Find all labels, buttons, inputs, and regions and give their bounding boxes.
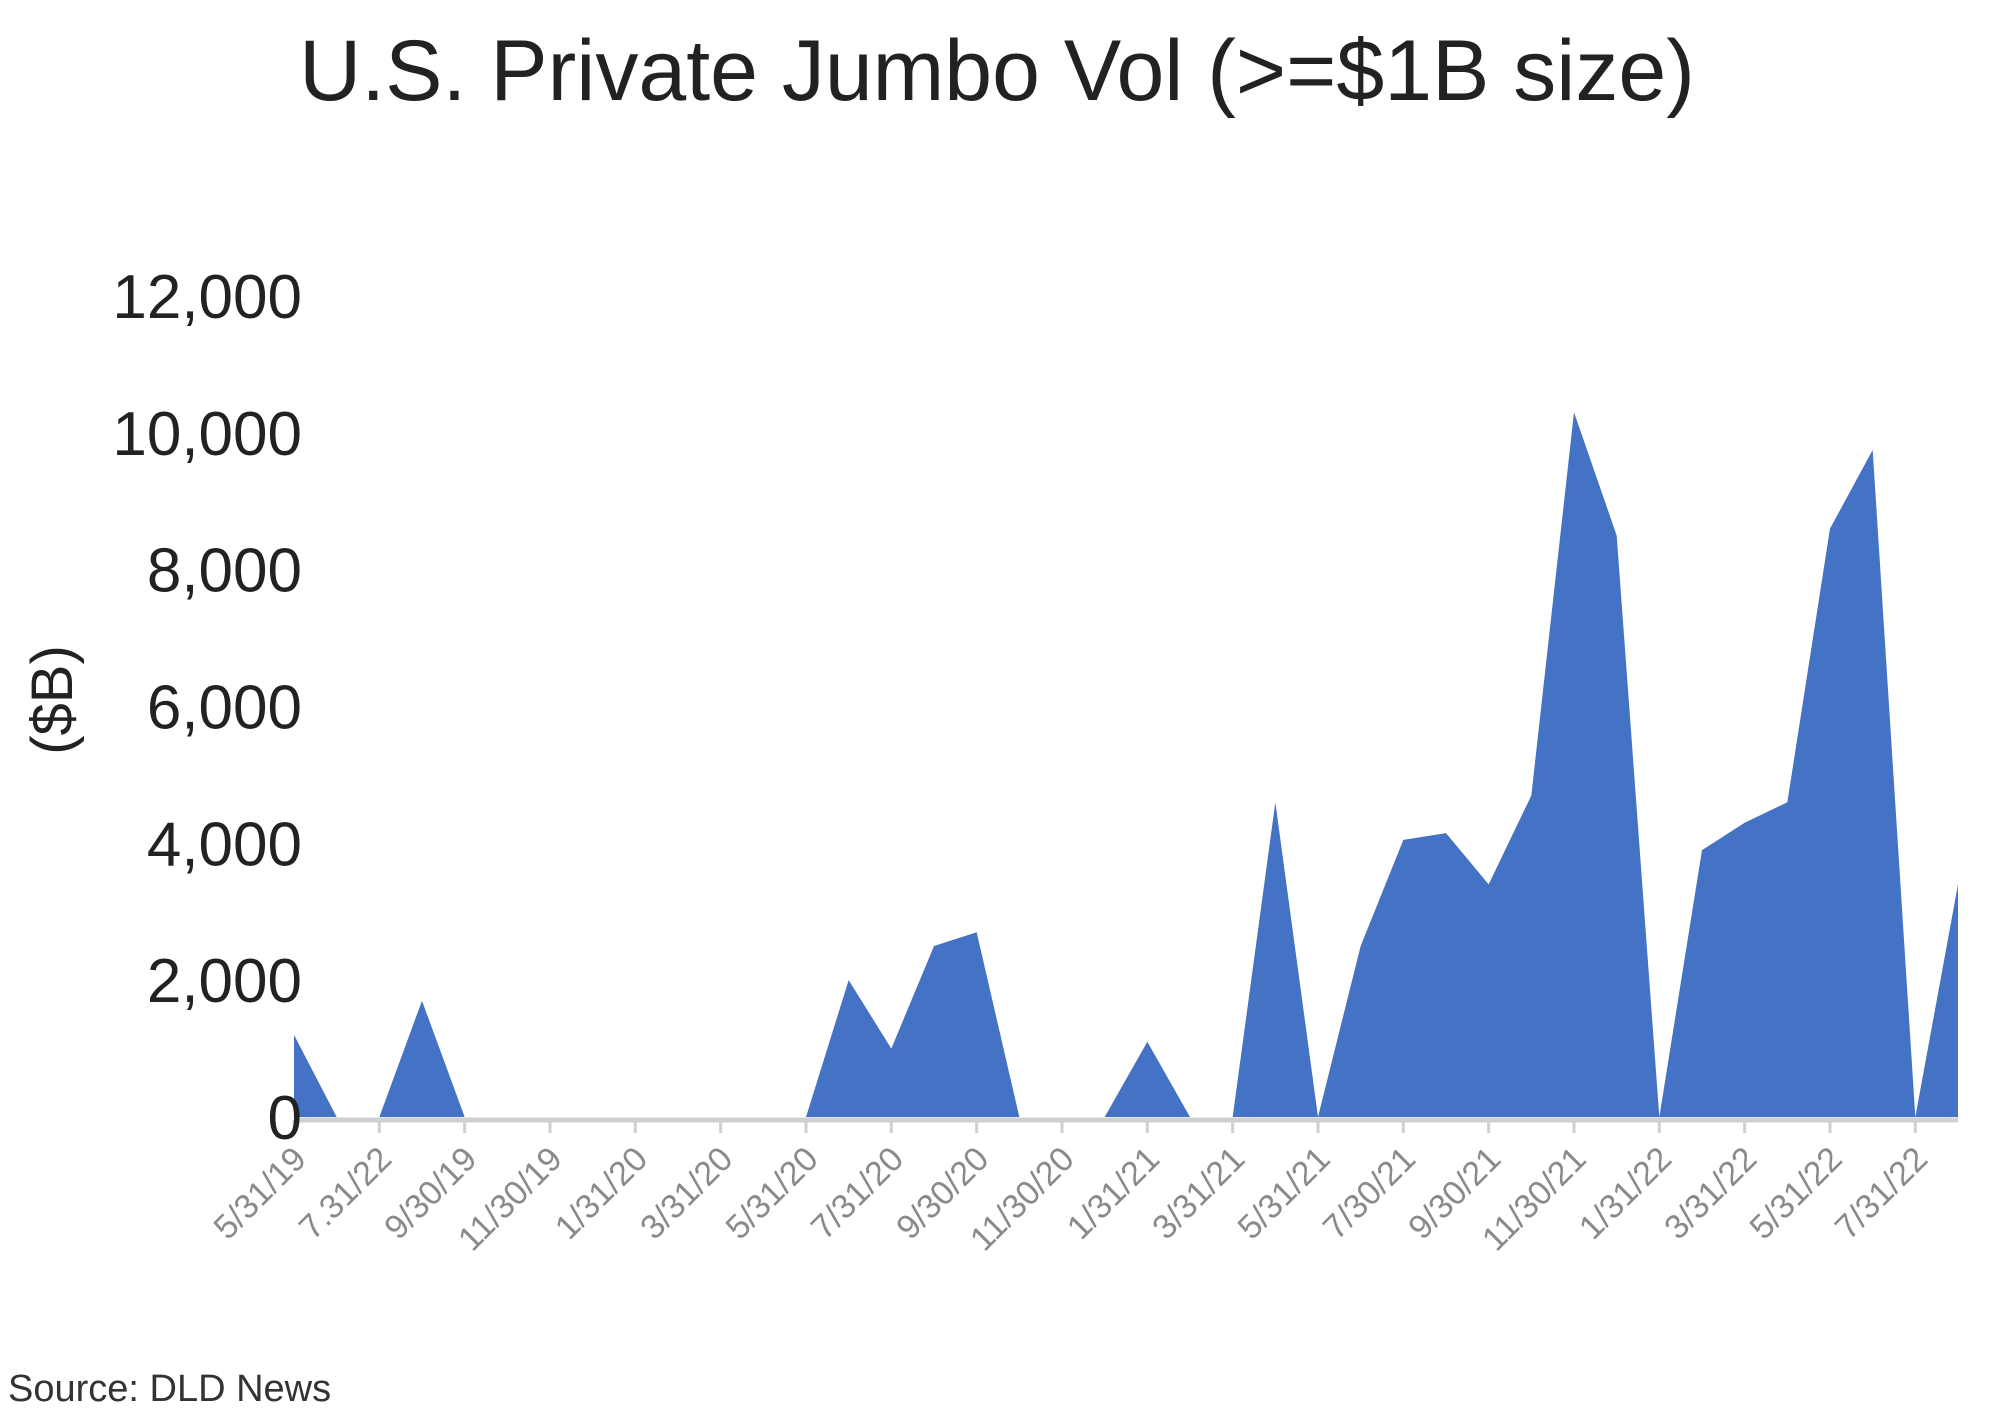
x-tick-label: 7.31/22 — [292, 1140, 399, 1247]
x-tick-label: 7/31/22 — [1828, 1140, 1935, 1247]
x-tick-label: 5/31/21 — [1231, 1140, 1338, 1247]
area-layer — [294, 412, 1958, 1117]
x-tick-label: 7/31/20 — [804, 1140, 911, 1247]
x-tick-label: 1/31/20 — [548, 1140, 655, 1247]
series-area — [294, 412, 1958, 1117]
y-axis: 0 2,000 4,000 6,000 8,000 10,000 12,000 — [112, 263, 302, 1153]
x-tick-label: 3/31/22 — [1657, 1140, 1764, 1247]
y-tick-label: 0 — [268, 1084, 302, 1153]
y-tick-label: 2,000 — [147, 947, 302, 1016]
y-tick-label: 6,000 — [147, 674, 302, 743]
x-tick-label: 3/31/20 — [633, 1140, 740, 1247]
y-axis-label: ($B) — [20, 645, 85, 755]
x-tick-label: 3/31/21 — [1145, 1140, 1252, 1247]
x-tick-label: 5/31/22 — [1743, 1140, 1850, 1247]
x-tick-label: 5/31/20 — [719, 1140, 826, 1247]
x-tick-label: 1/31/21 — [1060, 1140, 1167, 1247]
x-tick-label: 1/31/22 — [1572, 1140, 1679, 1247]
y-tick-label: 12,000 — [112, 263, 302, 332]
x-axis — [292, 1117, 1958, 1133]
chart-title: U.S. Private Jumbo Vol (>=$1B size) — [299, 23, 1695, 119]
x-tick-labels: 5/31/197.31/229/30/1911/30/191/31/203/31… — [207, 1140, 1935, 1259]
y-tick-label: 8,000 — [147, 537, 302, 606]
source-note: Source: DLD News — [8, 1368, 332, 1410]
y-tick-label: 10,000 — [112, 400, 302, 469]
x-tick-label: 7/30/21 — [1316, 1140, 1423, 1247]
y-tick-label: 4,000 — [147, 810, 302, 879]
x-tick-label: 5/31/19 — [207, 1140, 314, 1247]
